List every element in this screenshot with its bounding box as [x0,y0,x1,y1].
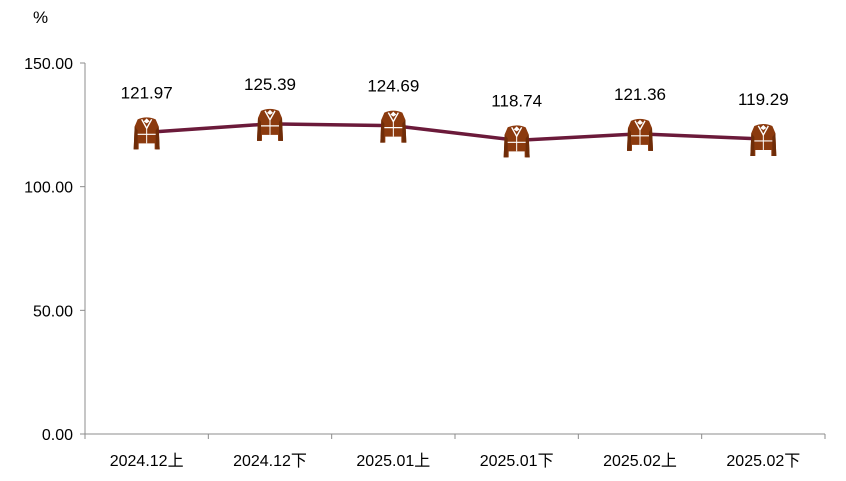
coat-icon [257,108,283,141]
data-label: 121.97 [121,83,173,102]
x-axis: 2024.12上 2024.12下 2025.01上 2025.01下 2025.02上… [84,433,826,470]
series-group [133,108,777,158]
coat-icon [133,117,160,150]
y-axis: 0.00 50.00 100.00 150.00 [24,56,86,444]
series-line [146,122,764,143]
y-tick-label: 50.00 [33,303,73,320]
data-label-group: 121.97 125.39 124.69 118.74 121.36 119.29 [121,75,789,110]
y-tick-label: 0.00 [42,427,73,444]
data-label: 125.39 [244,75,296,94]
coat-icon [380,110,407,143]
x-tick-label: 2024.12上 [110,452,184,470]
data-label: 119.29 [738,90,789,109]
y-tick-label: 150.00 [24,56,73,73]
x-tick-label: 2025.01下 [480,453,554,470]
x-tick-label: 2025.01上 [356,452,430,470]
data-label: 118.74 [491,91,542,110]
coat-icon [750,123,777,156]
y-tick-label: 100.00 [24,180,73,197]
coat-icon [503,125,530,158]
coat-icon [627,118,653,151]
data-label: 124.69 [367,77,419,96]
x-tick-label: 2025.02上 [603,452,677,470]
x-tick-label: 2025.02下 [726,453,800,470]
data-label: 121.36 [614,85,666,104]
x-tick-label: 2024.12下 [233,453,307,470]
y-axis-unit-label: % [33,8,48,27]
